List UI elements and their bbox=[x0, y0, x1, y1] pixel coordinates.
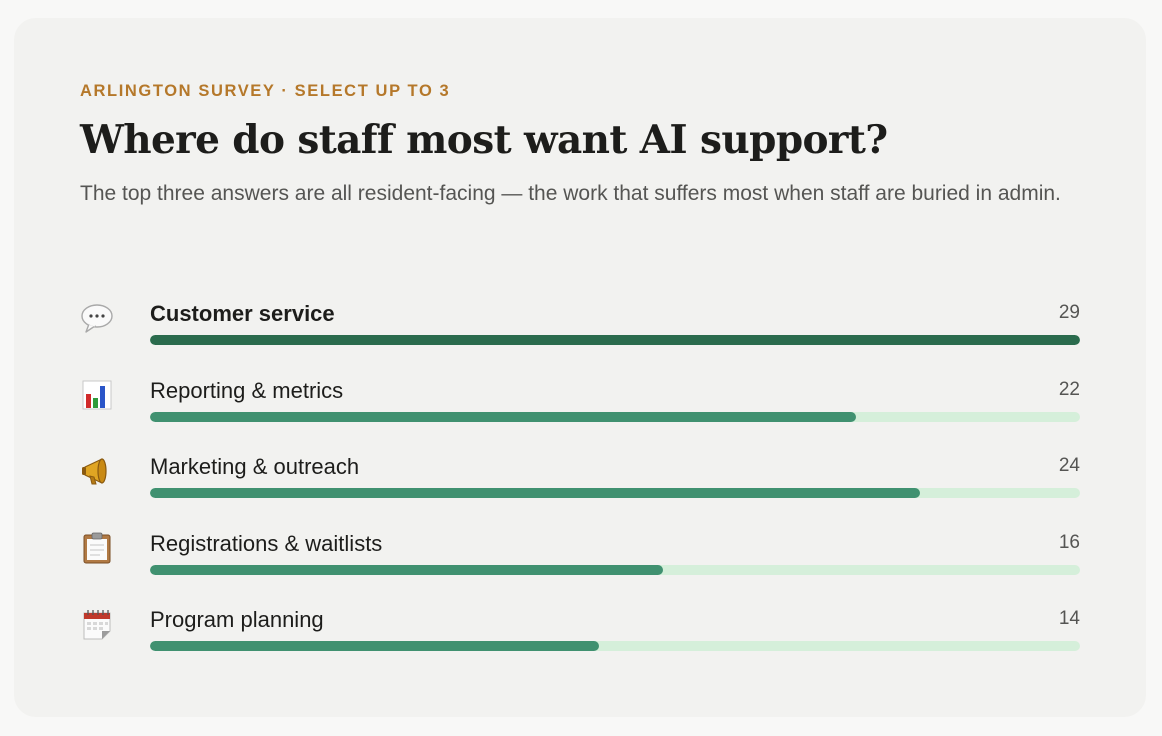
bar-row: Marketing & outreach 24 bbox=[14, 454, 1146, 524]
bar-track bbox=[150, 564, 1080, 575]
bar-track bbox=[150, 411, 1080, 422]
bar-track bbox=[150, 641, 1080, 651]
bar bbox=[150, 641, 599, 651]
bar-label: Customer service bbox=[150, 301, 335, 326]
speech-bubble-icon bbox=[80, 301, 114, 335]
eyebrow-label: ARLINGTON SURVEY · SELECT UP TO 3 bbox=[80, 82, 451, 100]
bar-value-label: 22 bbox=[1058, 378, 1080, 400]
bar-value-label: 29 bbox=[1058, 302, 1080, 323]
bar-label: Marketing & outreach bbox=[150, 454, 360, 479]
calendar-icon bbox=[80, 607, 114, 641]
bar-value-label: 16 bbox=[1058, 531, 1080, 553]
bar-track bbox=[150, 488, 1080, 498]
bar-row: Program planning 14 bbox=[14, 607, 1146, 677]
clipboard-icon bbox=[80, 531, 114, 565]
bar-label: Program planning bbox=[150, 607, 324, 632]
bar-value-label: 14 bbox=[1058, 608, 1080, 629]
survey-card: ARLINGTON SURVEY · SELECT UP TO 3 Where … bbox=[14, 18, 1146, 717]
bar bbox=[150, 488, 920, 498]
bar-value-label: 24 bbox=[1058, 455, 1080, 476]
chart-subtitle: The top three answers are all resident-f… bbox=[80, 182, 1061, 205]
bar-chart-icon bbox=[80, 378, 114, 412]
bar bbox=[150, 411, 856, 422]
chart-title: Where do staff most want AI support? bbox=[80, 117, 888, 163]
bar-track bbox=[150, 335, 1080, 345]
bar-list: Customer service 29 Reporting & metrics 22 M… bbox=[14, 18, 1146, 717]
bar-row: Customer service 29 bbox=[14, 301, 1146, 371]
megaphone-icon bbox=[80, 454, 114, 488]
bar-row: Registrations & waitlists 16 bbox=[14, 531, 1146, 601]
bar-label: Reporting & metrics bbox=[150, 377, 344, 403]
bar-row: Reporting & metrics 22 bbox=[14, 378, 1146, 448]
bar bbox=[150, 564, 664, 575]
bar bbox=[150, 335, 1080, 345]
bar-label: Registrations & waitlists bbox=[150, 530, 383, 556]
